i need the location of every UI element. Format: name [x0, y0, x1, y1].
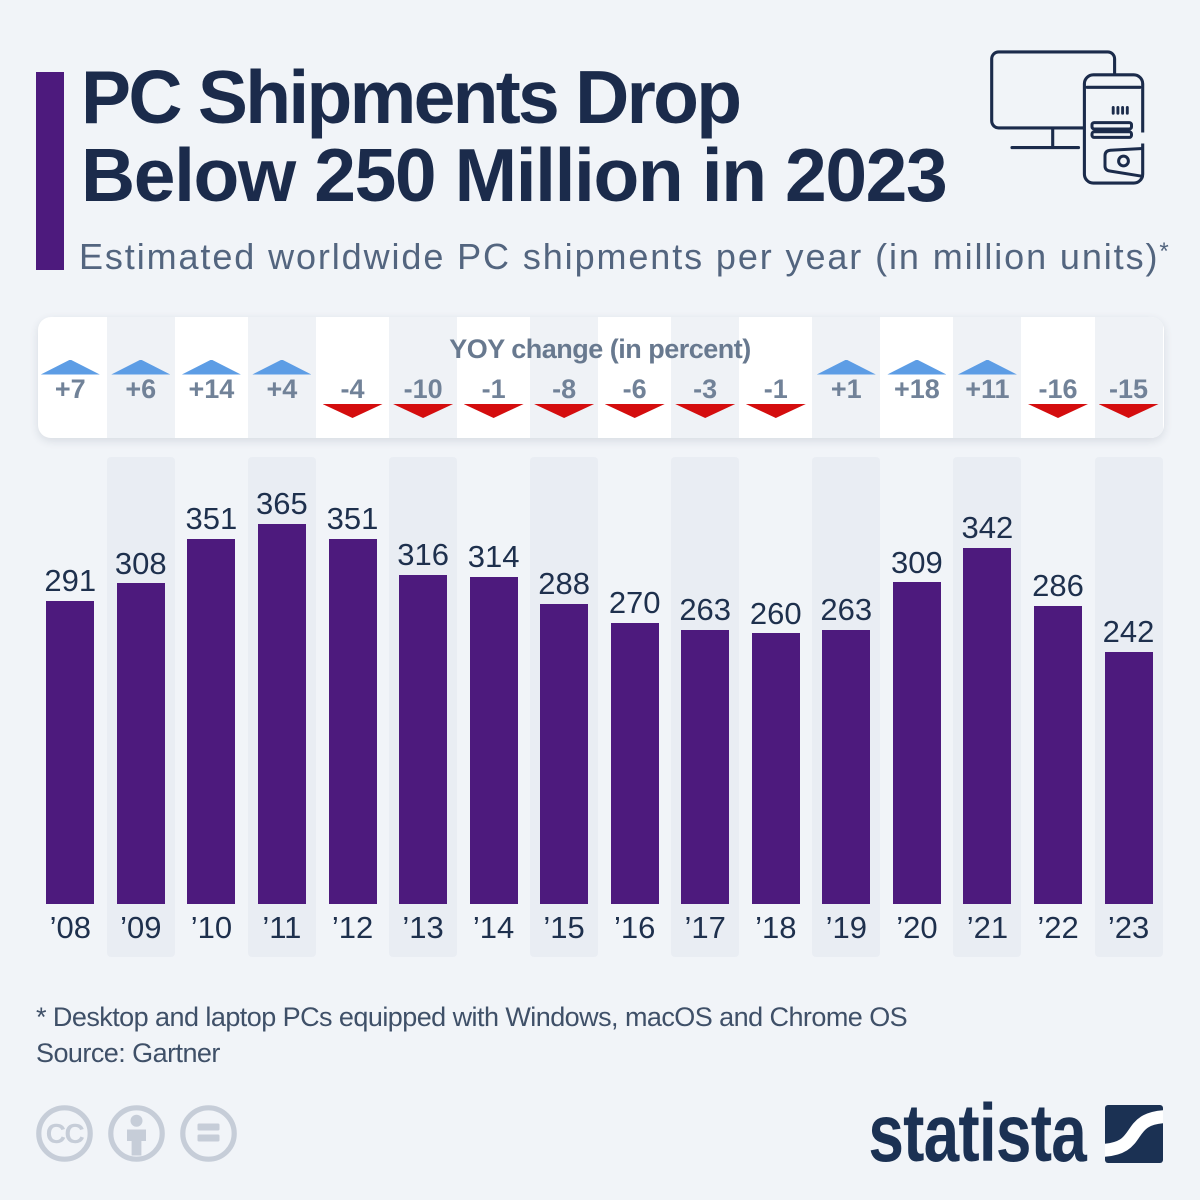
svg-text:statista: statista — [868, 1086, 1087, 1175]
svg-text:CC: CC — [46, 1118, 85, 1149]
